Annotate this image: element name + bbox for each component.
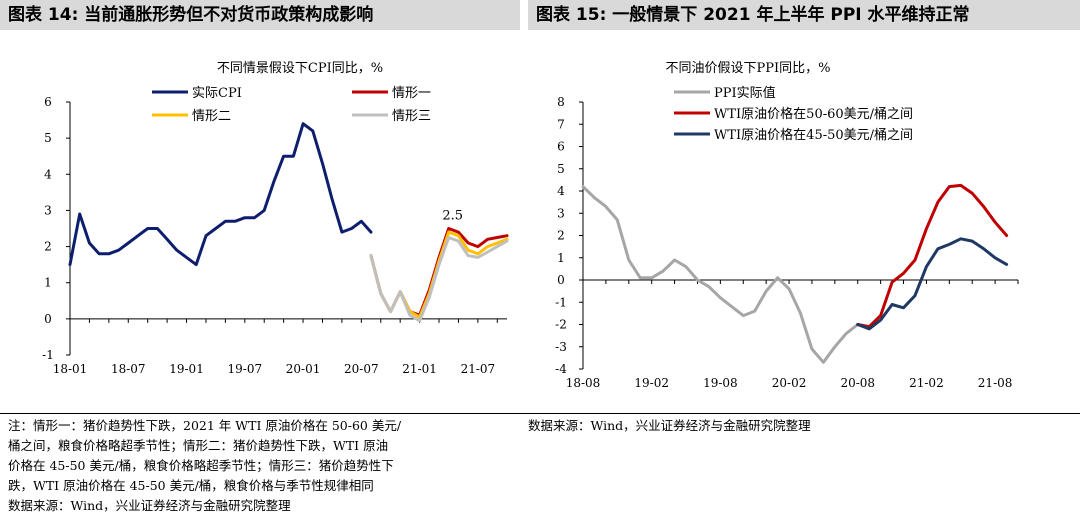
left-notes: 注：情形一：猪价趋势性下跌，2021 年 WTI 原油价格在 50-60 美元/… — [8, 416, 513, 516]
x-tick-label: 21-08 — [978, 376, 1013, 390]
y-tick-label: 7 — [557, 117, 565, 131]
y-tick-label: 8 — [557, 95, 565, 109]
notes-divider — [0, 413, 1080, 414]
y-tick-label: -1 — [555, 295, 567, 309]
x-tick-label: 19-02 — [634, 376, 669, 390]
series-line-3 — [856, 237, 1009, 331]
x-tick-label: 21-02 — [909, 376, 944, 390]
y-tick-label: 6 — [44, 95, 52, 109]
series-line-1 — [68, 122, 373, 267]
x-tick-label: 21-01 — [402, 362, 437, 376]
legend-label: 情形二 — [192, 109, 231, 124]
left-chart-header: 图表 14: 当前通胀形势但不对货币政策构成影响 — [0, 0, 520, 30]
y-tick-label: -1 — [42, 348, 54, 362]
x-tick-label: 20-02 — [772, 376, 807, 390]
x-tick-label: 19-08 — [703, 376, 738, 390]
note-line: 桶之间，粮食价格略超季节性；情形二：猪价趋势性下跌，WTI 原油 — [8, 438, 389, 453]
y-tick-label: -4 — [555, 362, 567, 376]
x-tick-label: 18-01 — [53, 362, 88, 376]
source-note: 数据来源：Wind，兴业证券经济与金融研究院整理 — [528, 418, 811, 433]
peak-annotation: 2.5 — [442, 209, 463, 224]
legend-label: 情形三 — [392, 109, 431, 124]
y-tick-label: 0 — [44, 312, 52, 326]
y-tick-label: 5 — [557, 162, 565, 176]
series-line-2 — [369, 227, 509, 317]
x-tick-label: 19-01 — [169, 362, 204, 376]
legend-label: WTI原油价格在50-60美元/桶之间 — [714, 106, 913, 122]
x-tick-label: 20-01 — [286, 362, 321, 376]
source-note: 数据来源：Wind，兴业证券经济与金融研究院整理 — [8, 498, 291, 513]
right-source-note: 数据来源：Wind，兴业证券经济与金融研究院整理 — [528, 416, 1048, 436]
y-tick-label: 4 — [557, 184, 565, 198]
y-tick-label: 0 — [557, 273, 565, 287]
x-tick-label: 20-07 — [344, 362, 379, 376]
series-line-2 — [856, 183, 1009, 329]
y-tick-label: 3 — [44, 203, 52, 217]
series-line-3 — [369, 230, 509, 319]
series-line-1 — [581, 185, 871, 364]
right-chart-header: 图表 15: 一般情景下 2021 年上半年 PPI 水平维持正常 — [528, 0, 1080, 30]
y-tick-label: 4 — [44, 167, 52, 181]
x-tick-label: 18-07 — [111, 362, 146, 376]
x-tick-label: 19-07 — [228, 362, 263, 376]
y-tick-label: 2 — [557, 229, 565, 243]
y-tick-label: 3 — [557, 206, 565, 220]
legend-label: 实际CPI — [192, 86, 242, 101]
legend-label: WTI原油价格在45-50美元/桶之间 — [714, 127, 913, 143]
chart-title: 不同情景假设下CPI同比，% — [217, 61, 383, 76]
note-line: 价格在 45-50 美元/桶，粮食价格略超季节性；情形三：猪价趋势性下 — [8, 458, 394, 473]
x-tick-label: 20-08 — [840, 376, 875, 390]
y-tick-label: 2 — [44, 240, 52, 254]
y-tick-label: 1 — [44, 276, 52, 290]
legend-label: PPI实际值 — [714, 85, 776, 101]
y-tick-label: -2 — [555, 318, 567, 332]
chart-title: 不同油价假设下PPI同比，% — [666, 61, 831, 76]
ppi-chart: 不同油价假设下PPI同比，% -4 -3 -2 -1 0 1 2 3 4 5 6 7 8 18-08 19-0… — [555, 61, 1019, 390]
y-tick-label: 5 — [44, 131, 52, 145]
y-tick-label: 6 — [557, 140, 565, 154]
cpi-chart: 不同情景假设下CPI同比，% -1 0 1 2 3 4 5 6 18-01 18-07 19-01 19… — [42, 61, 509, 376]
y-tick-label: 1 — [557, 251, 565, 265]
y-tick-label: -3 — [555, 340, 567, 354]
x-tick-label: 21-07 — [461, 362, 496, 376]
legend-label: 情形一 — [392, 86, 431, 101]
note-line: 跌，WTI 原油价格在 45-50 美元/桶，粮食价格与季节性规律相同 — [8, 478, 374, 493]
note-line: 注：情形一：猪价趋势性下跌，2021 年 WTI 原油价格在 50-60 美元/ — [8, 418, 402, 433]
series-line-4 — [369, 236, 509, 323]
x-tick-label: 18-08 — [566, 376, 601, 390]
